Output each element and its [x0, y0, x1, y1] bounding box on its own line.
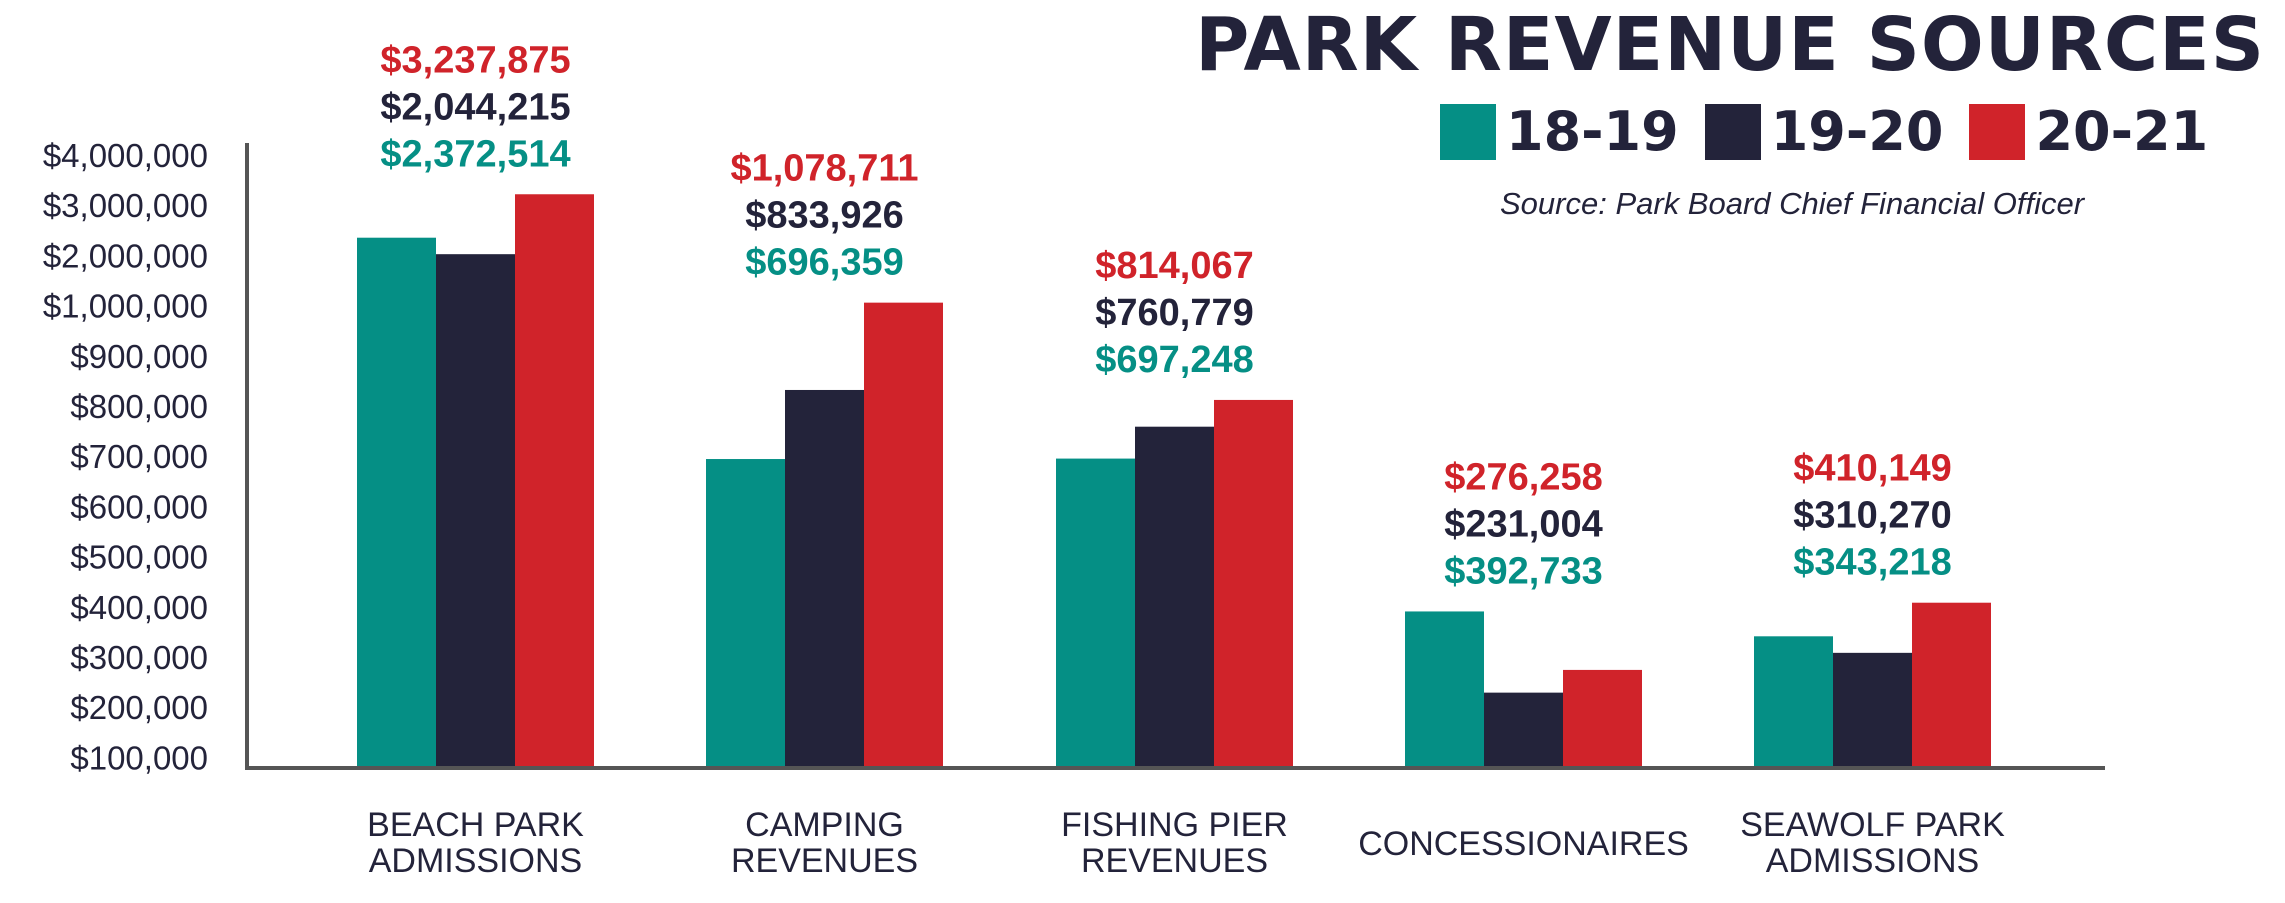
- bar-18-19-4: [1754, 636, 1833, 768]
- bar-19-20-1: [785, 389, 864, 768]
- legend-swatch-20-21: [1969, 103, 2026, 160]
- x-category-label: REVENUES: [731, 842, 918, 880]
- source-note: Source: Park Board Chief Financial Offic…: [1500, 186, 2085, 221]
- legend-swatch-19-20: [1704, 103, 1761, 160]
- bar-18-19-2: [1056, 458, 1135, 768]
- data-label-19-20-4: $310,270: [1793, 495, 1952, 537]
- bar-20-21-4: [1912, 602, 1991, 768]
- y-tick-label: $300,000: [70, 639, 208, 676]
- legend-label-19-20: 19-20: [1770, 100, 1944, 163]
- legend-item-18-19: 18-19: [1440, 100, 1679, 163]
- x-category-label: BEACH PARK: [367, 806, 584, 844]
- x-category-label: REVENUES: [1081, 842, 1268, 880]
- bar-18-19-1: [706, 459, 785, 768]
- bar-19-20-0: [436, 254, 515, 768]
- legend-swatch-18-19: [1440, 103, 1496, 160]
- y-tick-label: $700,000: [70, 438, 208, 475]
- data-label-19-20-0: $2,044,215: [380, 86, 570, 128]
- y-tick-label: $900,000: [70, 338, 208, 375]
- x-category-label: ADMISSIONS: [1766, 842, 1979, 880]
- data-label-20-21-3: $276,258: [1444, 456, 1603, 498]
- legend-label-20-21: 20-21: [2035, 100, 2209, 163]
- bar-19-20-4: [1833, 652, 1912, 768]
- data-label-18-19-1: $696,359: [745, 242, 904, 284]
- x-category-label: FISHING PIER: [1061, 806, 1288, 844]
- y-tick-label: $500,000: [70, 539, 208, 576]
- y-tick-label: $400,000: [70, 589, 208, 626]
- bar-18-19-3: [1405, 611, 1484, 768]
- x-category-label: ADMISSIONS: [369, 842, 582, 880]
- chart-title: PARK REVENUE SOURCES: [1195, 2, 2265, 88]
- legend-label-18-19: 18-19: [1506, 100, 1679, 163]
- data-label-19-20-1: $833,926: [745, 195, 904, 237]
- x-category-label: CAMPING: [745, 806, 904, 844]
- bar-20-21-3: [1563, 669, 1642, 768]
- bar-20-21-2: [1214, 399, 1293, 768]
- data-label-20-21-2: $814,067: [1095, 245, 1254, 287]
- y-tick-label: $800,000: [70, 388, 208, 425]
- bar-19-20-2: [1135, 426, 1214, 768]
- data-label-20-21-4: $410,149: [1793, 448, 1952, 490]
- bar-20-21-0: [515, 194, 594, 769]
- y-tick-label: $200,000: [70, 689, 208, 726]
- y-tick-label: $2,000,000: [43, 237, 208, 274]
- y-tick-label: $100,000: [70, 739, 208, 776]
- data-label-18-19-3: $392,733: [1444, 550, 1603, 592]
- data-label-19-20-3: $231,004: [1444, 503, 1603, 545]
- data-label-20-21-1: $1,078,711: [730, 148, 918, 190]
- y-tick-label: $3,000,000: [43, 187, 208, 224]
- y-tick-label: $600,000: [70, 488, 208, 525]
- y-tick-label: $4,000,000: [43, 137, 208, 174]
- data-label-20-21-0: $3,237,875: [380, 39, 570, 81]
- bar-18-19-0: [357, 237, 436, 768]
- data-label-18-19-2: $697,248: [1095, 339, 1254, 381]
- data-label-18-19-4: $343,218: [1793, 542, 1952, 584]
- legend-item-20-21: 20-21: [1969, 100, 2208, 163]
- x-category-label: SEAWOLF PARK: [1740, 806, 2005, 844]
- legend: 18-19 19-20 20-21: [1440, 100, 2234, 163]
- x-category-label: CONCESSIONAIRES: [1358, 825, 1689, 863]
- y-tick-label: $1,000,000: [43, 288, 208, 325]
- legend-item-19-20: 19-20: [1704, 100, 1944, 163]
- bar-20-21-1: [864, 302, 943, 768]
- data-label-19-20-2: $760,779: [1095, 292, 1254, 334]
- bar-19-20-3: [1484, 692, 1563, 768]
- data-label-18-19-0: $2,372,514: [380, 133, 570, 175]
